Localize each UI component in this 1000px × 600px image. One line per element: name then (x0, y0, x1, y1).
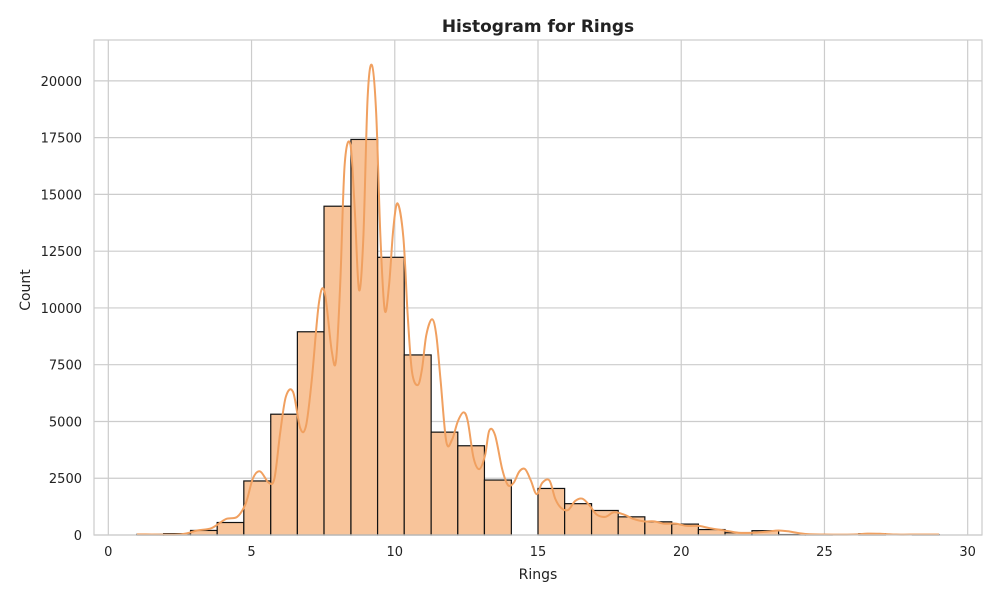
grid-lines (94, 40, 982, 536)
tick-labels: 0 5 10 15 20 25 30 0 2500 5000 7500 10000 12500 15000… (41, 75, 976, 560)
histogram-bar (457, 445, 486, 536)
x-axis-label: Rings (519, 567, 558, 583)
plot-frame (93, 39, 983, 536)
y-tick-label: 2500 (49, 472, 82, 487)
x-tick-label: 20 (673, 545, 690, 560)
y-tick-label: 7500 (49, 359, 82, 374)
histogram-bar (483, 479, 512, 536)
x-tick-label: 0 (104, 545, 112, 560)
x-tick-label: 25 (816, 545, 833, 560)
y-tick-label: 12500 (41, 245, 82, 260)
histogram-bar (617, 516, 646, 536)
histogram-bar (430, 431, 459, 536)
y-tick-label: 15000 (41, 188, 82, 203)
y-tick-label: 0 (74, 529, 82, 544)
kde-line (136, 63, 940, 536)
histogram-bar (296, 331, 325, 536)
histogram-bar (216, 521, 245, 536)
histogram-bar (537, 487, 566, 536)
y-tick-label: 20000 (41, 75, 82, 90)
x-tick-label: 5 (247, 545, 255, 560)
y-tick-label: 10000 (41, 302, 82, 317)
histogram-bar (376, 256, 405, 536)
x-tick-label: 30 (959, 545, 976, 560)
x-tick-label: 15 (530, 545, 547, 560)
y-axis-label: Count (18, 269, 34, 311)
y-tick-label: 5000 (49, 415, 82, 430)
chart-title: Histogram for Rings (442, 17, 634, 37)
y-tick-label: 17500 (41, 132, 82, 147)
histogram-bar (243, 480, 272, 536)
histogram-bar (323, 205, 352, 536)
histogram-bar (403, 354, 432, 536)
x-tick-label: 10 (387, 545, 404, 560)
